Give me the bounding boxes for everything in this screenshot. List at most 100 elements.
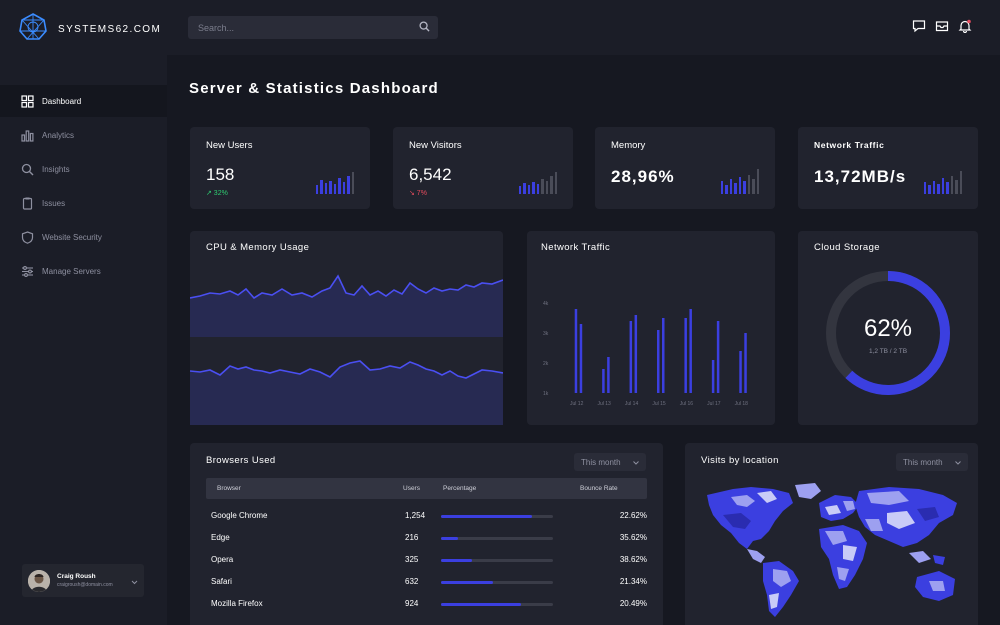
stat-value: 6,542 [409, 165, 452, 184]
page-title: Server & Statistics Dashboard [189, 80, 439, 97]
y-tick-label: 1k [543, 391, 549, 397]
chevron-down-icon [955, 458, 961, 467]
table-row[interactable]: Mozilla Firefox 924 20.49% [206, 593, 647, 615]
sidebar-item-label: Issues [42, 198, 66, 208]
traffic-bar[interactable] [689, 309, 692, 393]
clipboard-icon [22, 197, 33, 210]
world-map[interactable] [703, 483, 965, 623]
search-icon[interactable] [419, 19, 430, 37]
browser-name: Mozilla Firefox [211, 599, 263, 608]
traffic-bar[interactable] [662, 318, 665, 393]
storage-percent: 62% [863, 315, 913, 342]
sidebar-item-manage-servers[interactable]: Manage Servers [0, 255, 167, 287]
browser-users: 632 [405, 577, 419, 586]
search-input[interactable] [198, 22, 398, 33]
column-header-percentage[interactable]: Percentage [443, 485, 477, 492]
browser-users: 1,254 [405, 511, 426, 520]
bounce-rate: 35.62% [619, 533, 647, 542]
traffic-bar[interactable] [607, 357, 610, 393]
table-row[interactable]: Safari 632 21.34% [206, 571, 647, 593]
logo-icon [18, 12, 48, 47]
sidebar-item-insights[interactable]: Insights [0, 153, 167, 185]
sidebar-item-label: Dashboard [42, 96, 82, 106]
y-tick-label: 2k [543, 361, 549, 367]
stat-card-memory: Memory 28,96% [595, 127, 775, 209]
traffic-bar[interactable] [574, 309, 578, 393]
traffic-bar[interactable] [579, 324, 583, 393]
search-box[interactable] [188, 16, 438, 39]
chat-icon[interactable] [912, 19, 926, 33]
sparkline [518, 170, 557, 194]
percentage-bar [441, 581, 553, 584]
bounce-rate: 38.62% [619, 555, 647, 564]
card-title: Visits by location [701, 455, 779, 466]
x-tick-label: Jul 14 [625, 401, 639, 407]
column-header-browser[interactable]: Browser [217, 485, 241, 492]
grid-icon [21, 94, 34, 108]
sidebar-item-dashboard[interactable]: Dashboard [0, 85, 167, 117]
x-tick-label: Jul 17 [707, 401, 721, 407]
x-tick-label: Jul 16 [680, 401, 694, 407]
column-header-users[interactable]: Users [403, 485, 420, 492]
inbox-icon[interactable] [935, 19, 949, 33]
sidebar-item-analytics[interactable]: Analytics [0, 119, 167, 151]
shield-icon [21, 230, 34, 244]
sidebar-item-website-security[interactable]: Website Security [0, 221, 167, 253]
browsers-filter-dropdown[interactable]: This month [574, 453, 646, 471]
sidebar-nav: Dashboard Analytics Insights Issues Webs… [0, 85, 167, 289]
brand[interactable]: SYSTEMS62.COM [18, 12, 161, 47]
percentage-bar [441, 537, 553, 540]
percentage-bar [441, 515, 553, 518]
x-tick-label: Jul 18 [735, 401, 749, 407]
card-title: Cloud Storage [814, 242, 880, 253]
table-row[interactable]: Edge 216 35.62% [206, 527, 647, 549]
stat-value: 158 [206, 165, 235, 184]
bounce-rate: 21.34% [619, 577, 647, 586]
sparkline [315, 170, 354, 194]
traffic-bar[interactable] [629, 321, 633, 393]
traffic-bar[interactable] [739, 351, 742, 393]
sidebar-item-label: Insights [42, 164, 70, 174]
table-row[interactable]: Opera 325 38.62% [206, 549, 647, 571]
visits-filter-dropdown[interactable]: This month [896, 453, 968, 471]
brand-title: SYSTEMS62.COM [58, 24, 162, 35]
traffic-bar[interactable] [657, 330, 660, 393]
bounce-rate: 20.49% [619, 599, 647, 608]
x-tick-label: Jul 13 [597, 401, 611, 407]
storage-donut [826, 271, 950, 395]
cpu-memory-chart [190, 274, 503, 425]
table-row[interactable]: Google Chrome 1,254 22.62% [206, 505, 647, 527]
stat-label: Memory [611, 140, 646, 151]
stat-card-new-users: New Users 158 ↗ 32% [190, 127, 370, 209]
sparkline [720, 169, 759, 194]
traffic-bar[interactable] [602, 369, 605, 393]
chevron-down-icon[interactable] [131, 572, 138, 590]
card-title: Network Traffic [541, 242, 611, 253]
sidebar: Dashboard Analytics Insights Issues Webs… [0, 55, 167, 625]
stat-value: 13,72MB/s [814, 167, 907, 186]
column-header-bounce-rate[interactable]: Bounce Rate [580, 485, 618, 492]
percentage-bar [441, 603, 553, 606]
user-profile[interactable]: Craig Roush craigroush@domain.com [22, 564, 144, 597]
browser-users: 216 [405, 533, 419, 542]
sidebar-item-issues[interactable]: Issues [0, 187, 167, 219]
traffic-bar[interactable] [684, 318, 687, 393]
percentage-bar [441, 559, 553, 562]
network-traffic-card: Network Traffic 1k 2k 3k 4k Jul 12 Jul 13 Jul … [527, 231, 775, 425]
browser-users: 924 [405, 599, 419, 608]
stat-label: New Users [206, 140, 253, 151]
dropdown-value: This month [581, 457, 621, 467]
table-header: Browser Users Percentage Bounce Rate [206, 478, 647, 499]
profile-name: Craig Roush [57, 573, 96, 580]
stat-label: New Visitors [409, 140, 462, 151]
traffic-bar[interactable] [744, 333, 747, 393]
traffic-bar[interactable] [634, 315, 638, 393]
x-tick-label: Jul 15 [652, 401, 666, 407]
cloud-storage-card: Cloud Storage 62% 1,2 TB / 2 TB [798, 231, 978, 425]
traffic-bar[interactable] [716, 321, 720, 393]
browser-name: Edge [211, 533, 230, 542]
cpu-memory-card: CPU & Memory Usage [190, 231, 503, 425]
bell-icon[interactable] [958, 19, 972, 34]
traffic-bar[interactable] [711, 360, 715, 393]
sidebar-item-label: Manage Servers [42, 266, 101, 276]
